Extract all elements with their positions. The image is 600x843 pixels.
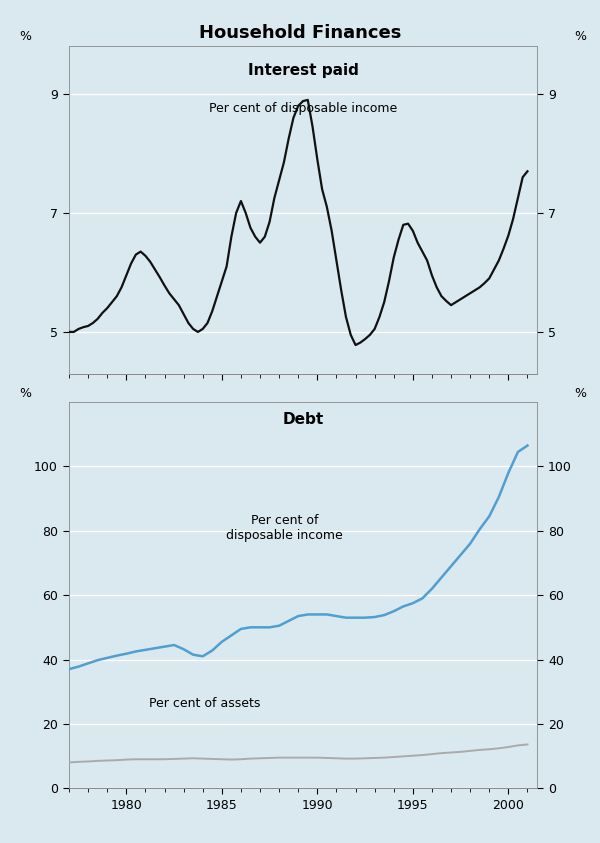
- Text: Household Finances: Household Finances: [199, 24, 401, 41]
- Text: Interest paid: Interest paid: [248, 62, 358, 78]
- Text: Per cent of assets: Per cent of assets: [149, 697, 260, 711]
- Text: %: %: [20, 30, 32, 43]
- Text: Per cent of disposable income: Per cent of disposable income: [209, 102, 397, 115]
- Text: Per cent of
disposable income: Per cent of disposable income: [226, 514, 343, 542]
- Text: Debt: Debt: [283, 411, 323, 427]
- Text: %: %: [20, 387, 32, 400]
- Text: %: %: [574, 387, 586, 400]
- Text: %: %: [574, 30, 586, 43]
